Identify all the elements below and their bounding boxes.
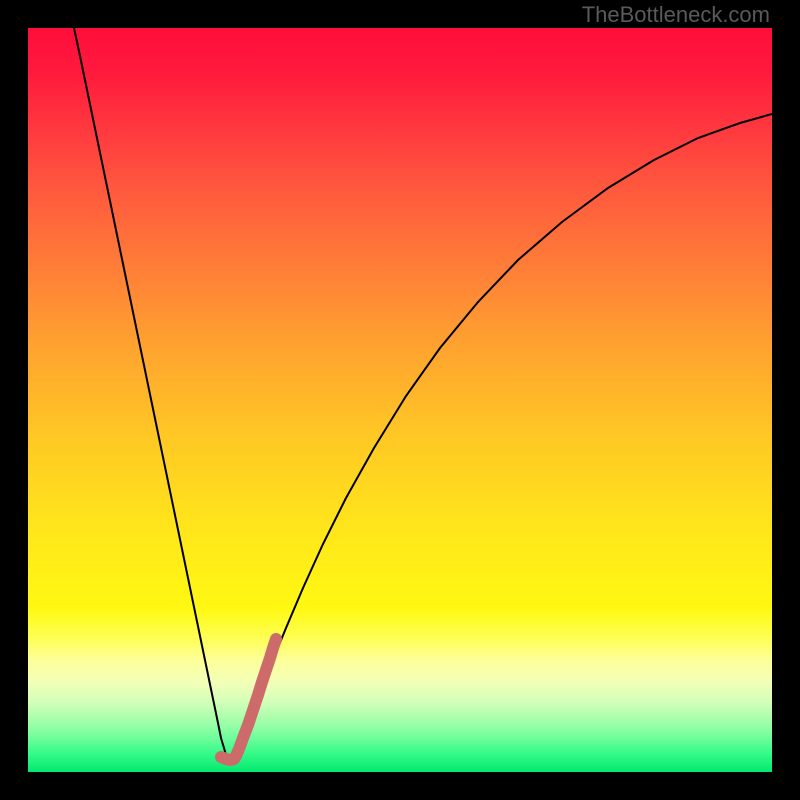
watermark-text: TheBottleneck.com [582, 2, 770, 28]
gradient-background [28, 28, 772, 772]
frame-border-left [0, 0, 28, 800]
plot-svg [28, 28, 772, 772]
plot-area [28, 28, 772, 772]
frame-border-bottom [0, 772, 800, 800]
frame-border-right [772, 0, 800, 800]
chart-frame: TheBottleneck.com [0, 0, 800, 800]
